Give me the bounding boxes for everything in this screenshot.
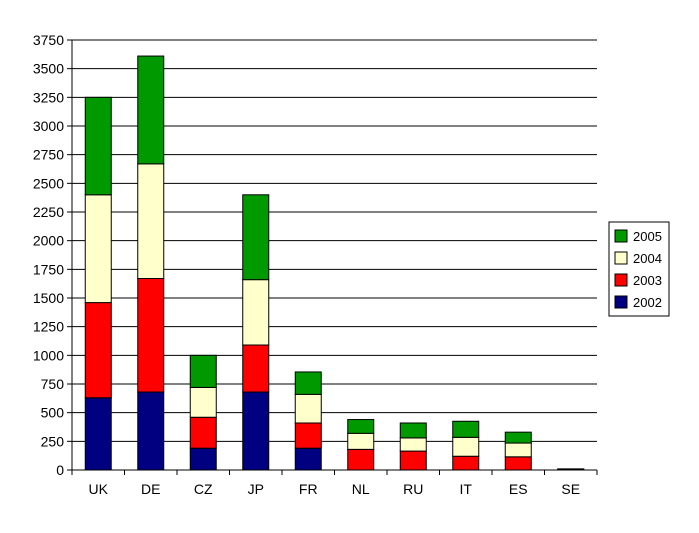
- y-tick-label: 2750: [33, 147, 64, 163]
- bar-uk-2004: [84, 194, 112, 304]
- bar-uk-2003: [84, 302, 112, 399]
- y-tick-labels: 0 250 500 750 1000 1250 1500 1750 2000 2250 2500 27…: [33, 32, 64, 478]
- bar-nl-2003: [347, 448, 375, 471]
- bar-uk-2005: [84, 96, 112, 196]
- bar-nl-2005: [347, 419, 375, 434]
- y-tick-label: 500: [41, 405, 65, 421]
- axes: [67, 39, 598, 475]
- y-tick-label: 1250: [33, 319, 64, 335]
- bar-jp-2005: [242, 194, 270, 281]
- legend-swatch-2004: [614, 251, 628, 265]
- x-tick-label: FR: [299, 481, 318, 497]
- legend: 2005 2004 2003 2002: [608, 221, 670, 317]
- x-tick-labels: UK DE CZ JP FR NL RU IT ES SE: [89, 481, 581, 497]
- bar-it-2003: [452, 455, 480, 471]
- bar-es-2004: [504, 442, 532, 458]
- bar-es-2003: [504, 456, 532, 471]
- bar-cz-2002: [189, 447, 217, 471]
- x-tick-label: RU: [403, 481, 423, 497]
- y-tick-label: 3250: [33, 89, 64, 105]
- y-tick-label: 2250: [33, 204, 64, 220]
- legend-label-2005: 2005: [633, 229, 662, 244]
- bar-it-2005: [452, 420, 480, 438]
- y-tick-label: 750: [41, 376, 65, 392]
- bar-se-2005: [557, 468, 585, 470]
- y-tick-label: 1750: [33, 261, 64, 277]
- y-tick-label: 1000: [33, 347, 64, 363]
- bar-nl-2004: [347, 432, 375, 450]
- y-tick-label: 2000: [33, 233, 64, 249]
- x-tick-label: UK: [89, 481, 109, 497]
- bar-jp-2004: [242, 279, 270, 346]
- x-tick-label: SE: [561, 481, 580, 497]
- bar-jp-2003: [242, 344, 270, 393]
- bar-uk-2002: [84, 397, 112, 471]
- legend-swatch-2005: [614, 229, 628, 243]
- bar-ru-2003: [399, 450, 427, 471]
- bar-fr-2004: [294, 393, 322, 424]
- x-tick-label: IT: [460, 481, 473, 497]
- bar-fr-2002: [294, 447, 322, 471]
- bar-ru-2004: [399, 437, 427, 452]
- legend-label-2004: 2004: [633, 251, 662, 266]
- bar-de-2004: [137, 163, 165, 280]
- bar-jp-2002: [242, 391, 270, 471]
- legend-swatch-2002: [614, 295, 628, 309]
- y-tick-label: 3000: [33, 118, 64, 134]
- y-tick-label: 250: [41, 433, 65, 449]
- bar-de-2005: [137, 55, 165, 165]
- bar-cz-2005: [189, 354, 217, 388]
- y-tick-label: 3500: [33, 61, 64, 77]
- x-tick-label: DE: [141, 481, 160, 497]
- bars: [84, 55, 585, 471]
- bar-it-2004: [452, 436, 480, 457]
- legend-label-2003: 2003: [633, 273, 662, 288]
- bar-cz-2004: [189, 386, 217, 418]
- bar-fr-2005: [294, 371, 322, 395]
- bar-cz-2003: [189, 416, 217, 449]
- x-tick-label: NL: [352, 481, 370, 497]
- y-tick-label: 0: [56, 462, 64, 478]
- bar-de-2002: [137, 391, 165, 471]
- bar-es-2005: [504, 431, 532, 444]
- y-tick-label: 2500: [33, 175, 64, 191]
- legend-label-2002: 2002: [633, 295, 662, 310]
- y-tick-label: 1500: [33, 290, 64, 306]
- bar-ru-2005: [399, 422, 427, 439]
- legend-swatch-2003: [614, 273, 628, 287]
- y-tick-label: 3750: [33, 32, 64, 48]
- bar-de-2003: [137, 278, 165, 393]
- bar-fr-2003: [294, 422, 322, 449]
- x-tick-label: CZ: [194, 481, 213, 497]
- x-tick-label: JP: [248, 481, 264, 497]
- x-tick-label: ES: [509, 481, 528, 497]
